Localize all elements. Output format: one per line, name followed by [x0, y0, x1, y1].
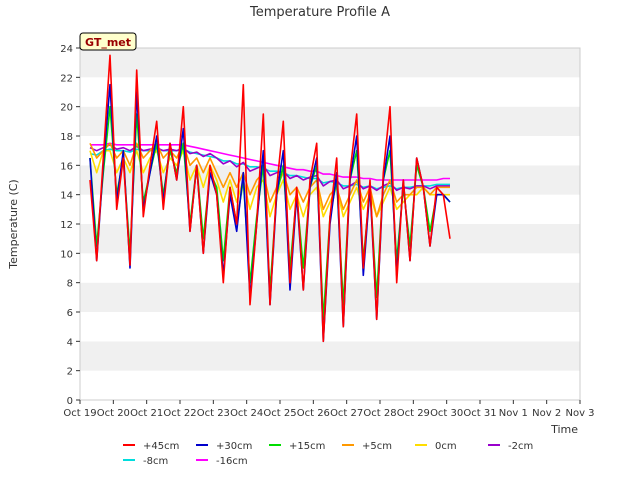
- legend-label: +5cm: [362, 441, 392, 452]
- series-line-0cm: [89, 149, 450, 218]
- y-axis-label: Temperature (C): [7, 179, 20, 269]
- x-tick-label: Oct 21: [130, 408, 163, 419]
- y-tick-label: 12: [60, 220, 73, 231]
- x-tick-label: Oct 28: [363, 408, 396, 419]
- grid-band: [80, 253, 580, 283]
- y-tick-label: 0: [67, 396, 73, 407]
- legend-label: 0cm: [435, 441, 457, 452]
- legend-label: -16cm: [216, 456, 248, 467]
- x-tick-label: Oct 26: [297, 408, 330, 419]
- x-tick-label: Oct 20: [97, 408, 130, 419]
- grid-band: [80, 165, 580, 195]
- x-tick-label: Oct 22: [163, 408, 196, 419]
- legend-label: +30cm: [216, 441, 252, 452]
- x-axis: Oct 19 Oct 20 Oct 21 Oct 22 Oct 23 Oct 24 Oct …: [63, 400, 595, 419]
- grid-band: [80, 48, 580, 78]
- x-axis-label: Time: [550, 423, 578, 436]
- y-tick-label: 2: [67, 367, 73, 378]
- series-lines: [89, 54, 451, 343]
- legend-label: -2cm: [508, 441, 533, 452]
- series-line-+45cm: [89, 54, 451, 343]
- legend: +45cm +30cm +15cm +5cm 0cm -2cm -8cm -16cm: [123, 441, 533, 467]
- y-tick-label: 18: [60, 132, 73, 143]
- legend-label: -8cm: [143, 456, 168, 467]
- grid-band: [80, 106, 580, 136]
- x-tick-label: Oct 29: [397, 408, 430, 419]
- x-tick-label: Oct 24: [230, 408, 263, 419]
- grid-band: [80, 282, 580, 312]
- x-tick-label: Nov 1: [499, 408, 528, 419]
- x-tick-label: Nov 2: [532, 408, 561, 419]
- y-tick-label: 22: [60, 73, 73, 84]
- grid-band: [80, 312, 580, 342]
- x-tick-label: Nov 3: [565, 408, 594, 419]
- y-tick-label: 10: [60, 249, 73, 260]
- x-tick-label: Oct 31: [463, 408, 496, 419]
- x-tick-label: Oct 30: [430, 408, 463, 419]
- annotation-badge: GT_met: [79, 32, 137, 51]
- series-line--2cm: [89, 144, 450, 192]
- x-tick-label: Oct 19: [63, 408, 96, 419]
- x-tick-label: Oct 27: [330, 408, 363, 419]
- y-tick-label: 24: [60, 44, 73, 55]
- grid-band: [80, 370, 580, 400]
- legend-label: +15cm: [289, 441, 325, 452]
- y-tick-label: 16: [60, 161, 73, 172]
- y-tick-label: 20: [60, 103, 73, 114]
- x-tick-label: Oct 23: [197, 408, 230, 419]
- annotation-text: GT_met: [85, 36, 131, 49]
- y-tick-label: 14: [60, 191, 73, 202]
- x-tick-label: Oct 25: [263, 408, 296, 419]
- series-line-+5cm: [89, 142, 450, 218]
- chart-title: Temperature Profile A: [249, 5, 390, 20]
- legend-label: +45cm: [143, 441, 179, 452]
- grid-band: [80, 77, 580, 107]
- y-tick-label: 8: [67, 279, 73, 290]
- grid-band: [80, 341, 580, 371]
- y-tick-label: 6: [67, 308, 73, 319]
- y-tick-label: 4: [67, 337, 73, 348]
